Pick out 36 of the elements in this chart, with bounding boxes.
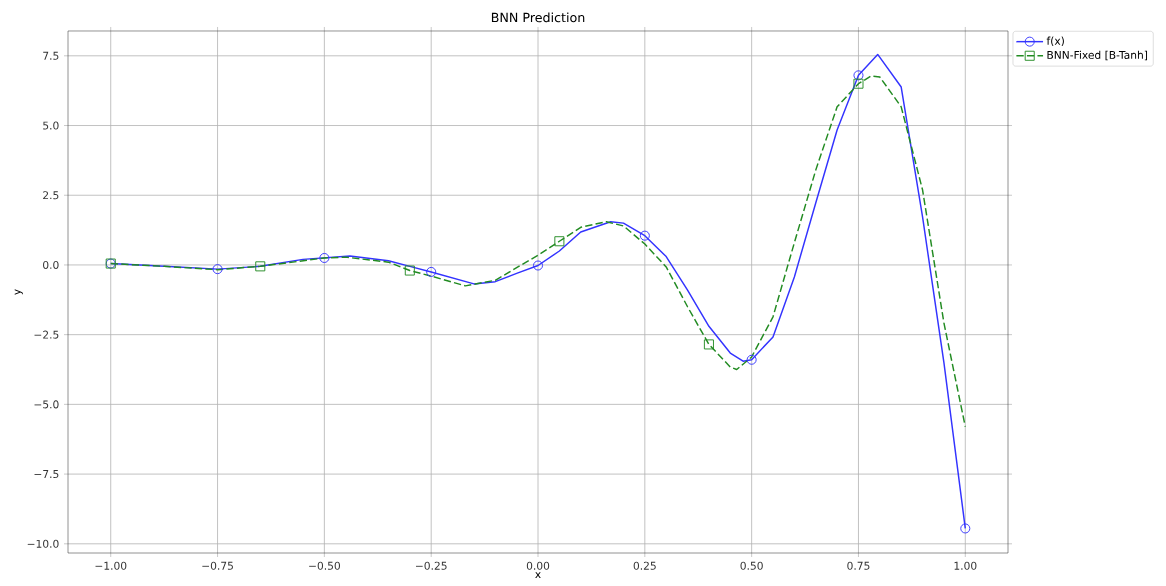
point — [554, 236, 565, 247]
x-tick-label: −0.25 — [415, 561, 447, 570]
y-tick-label: −5.0 — [34, 400, 59, 409]
point — [426, 266, 437, 277]
legend-label: BNN-Fixed [B-Tanh] — [1047, 50, 1148, 61]
point — [960, 523, 971, 534]
point — [533, 260, 544, 271]
x-tick-label: 0.00 — [526, 561, 550, 570]
y-tick-label: −7.5 — [34, 470, 59, 479]
x-tick-label: −1.00 — [95, 561, 127, 570]
point — [853, 78, 864, 89]
point — [703, 339, 714, 350]
x-tick-label: 0.25 — [633, 561, 656, 570]
x-axis-title: x — [535, 572, 541, 579]
y-tick-label: 5.0 — [43, 121, 59, 130]
y-tick-label: −10.0 — [27, 539, 59, 548]
point — [319, 252, 330, 263]
y-tick-label: −2.5 — [34, 330, 59, 339]
point — [853, 70, 864, 81]
point — [212, 264, 223, 275]
x-tick-label: −0.50 — [309, 561, 341, 570]
x-tick-label: 0.50 — [740, 561, 763, 570]
x-tick-label: −0.75 — [202, 561, 233, 570]
line-series — [109, 75, 967, 428]
y-axis-title: y — [14, 289, 23, 295]
point — [746, 354, 757, 365]
y-tick-label: 0.0 — [43, 260, 59, 269]
chart-title: BNN Prediction — [491, 12, 585, 23]
x-tick-label: 0.75 — [847, 561, 870, 570]
legend-label: f(x) — [1046, 36, 1064, 47]
point — [639, 230, 650, 241]
point — [404, 265, 415, 276]
point — [255, 261, 266, 272]
y-tick-label: 2.5 — [43, 191, 59, 200]
x-tick-label: 1.00 — [954, 561, 977, 570]
y-tick-label: 7.5 — [43, 51, 59, 60]
